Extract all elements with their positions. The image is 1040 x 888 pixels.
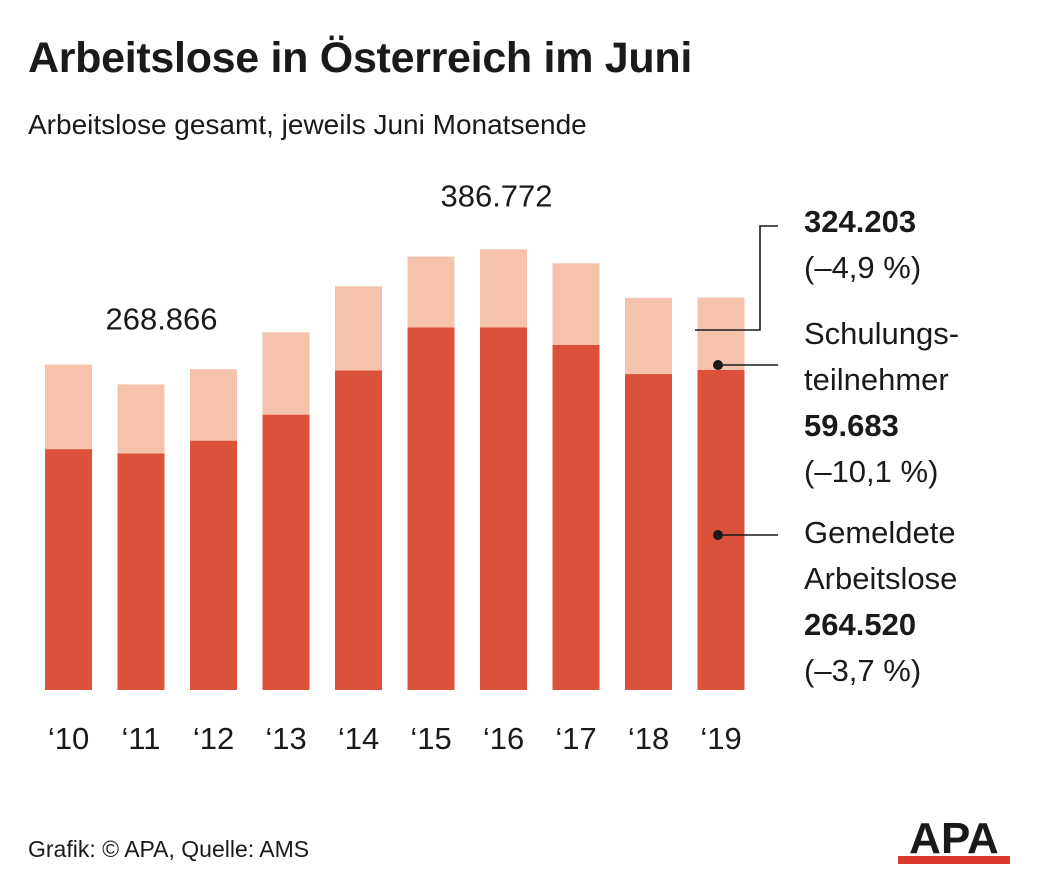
total-label: 386.772 [440,178,552,213]
bar-training-3 [262,332,310,415]
total-labels: 268.866 386.772 [105,178,552,336]
bar-registered-6 [480,327,527,690]
bar-registered-1 [117,453,165,690]
x-tick-label: ‘17 [555,721,596,756]
apa-logo: APA [898,816,1010,864]
annotation-registered-value: 264.520 [804,607,917,642]
bar-registered-5 [407,327,455,690]
annotation-training-label-2: teilnehmer [804,362,949,397]
bar-registered-9 [697,369,745,690]
marker-training [713,360,723,370]
bar-registered-7 [552,345,600,690]
bar-training-1 [117,384,165,454]
bar-training-6 [480,249,527,328]
x-tick-label: ‘15 [410,721,451,756]
x-tick-label: ‘18 [628,721,669,756]
bar-training-4 [335,286,382,371]
x-tick-label: ‘14 [338,721,379,756]
annotation-registered: Gemeldete Arbeitslose 264.520 (–3,7 %) [804,510,957,694]
marker-registered [713,530,723,540]
annotation-total-change: (–4,9 %) [804,250,922,285]
annotation-training-change: (–10,1 %) [804,454,939,489]
bar-training-9 [697,297,745,370]
chart-subtitle: Arbeitslose gesamt, jeweils Juni Monatse… [28,109,587,140]
bars-group [45,249,745,690]
annotation-leaders [695,225,778,536]
x-tick-label: ‘11 [121,721,160,756]
bar-training-0 [45,364,92,450]
annotation-registered-label-1: Gemeldete [804,515,956,550]
leader-total [695,225,778,331]
annotation-training: Schulungs- teilnehmer 59.683 (–10,1 %) [804,311,959,495]
annotation-registered-label-2: Arbeitslose [804,561,958,596]
annotation-training-label-1: Schulungs- [804,316,960,351]
annotation-registered-change: (–3,7 %) [804,653,922,688]
bar-training-8 [625,297,672,375]
x-tick-label: ‘13 [265,721,306,756]
x-tick-label: ‘12 [193,721,234,756]
annotation-total-value: 324.203 [804,204,917,239]
x-tick-labels: ‘10 ‘11 ‘12 ‘13 ‘14 ‘15 ‘16 ‘17 ‘18 ‘19 [48,721,742,756]
bar-training-5 [407,256,455,328]
chart-title: Arbeitslose in Österreich im Juni [28,34,692,82]
bar-registered-2 [190,440,237,690]
bar-registered-3 [262,414,310,690]
bar-registered-4 [335,370,382,690]
bar-training-2 [190,369,237,441]
bar-registered-8 [625,374,672,690]
x-tick-label: ‘10 [48,721,89,756]
annotation-training-value: 59.683 [804,408,899,443]
source-credit: Grafik: © APA, Quelle: AMS [28,836,310,862]
bar-training-7 [552,263,600,345]
x-tick-label: ‘19 [700,721,741,756]
total-label: 268.866 [105,302,217,337]
annotation-total: 324.203 (–4,9 %) [804,199,921,291]
bar-registered-0 [45,449,92,690]
apa-logo-text: APA [909,816,999,863]
x-tick-label: ‘16 [483,721,524,756]
